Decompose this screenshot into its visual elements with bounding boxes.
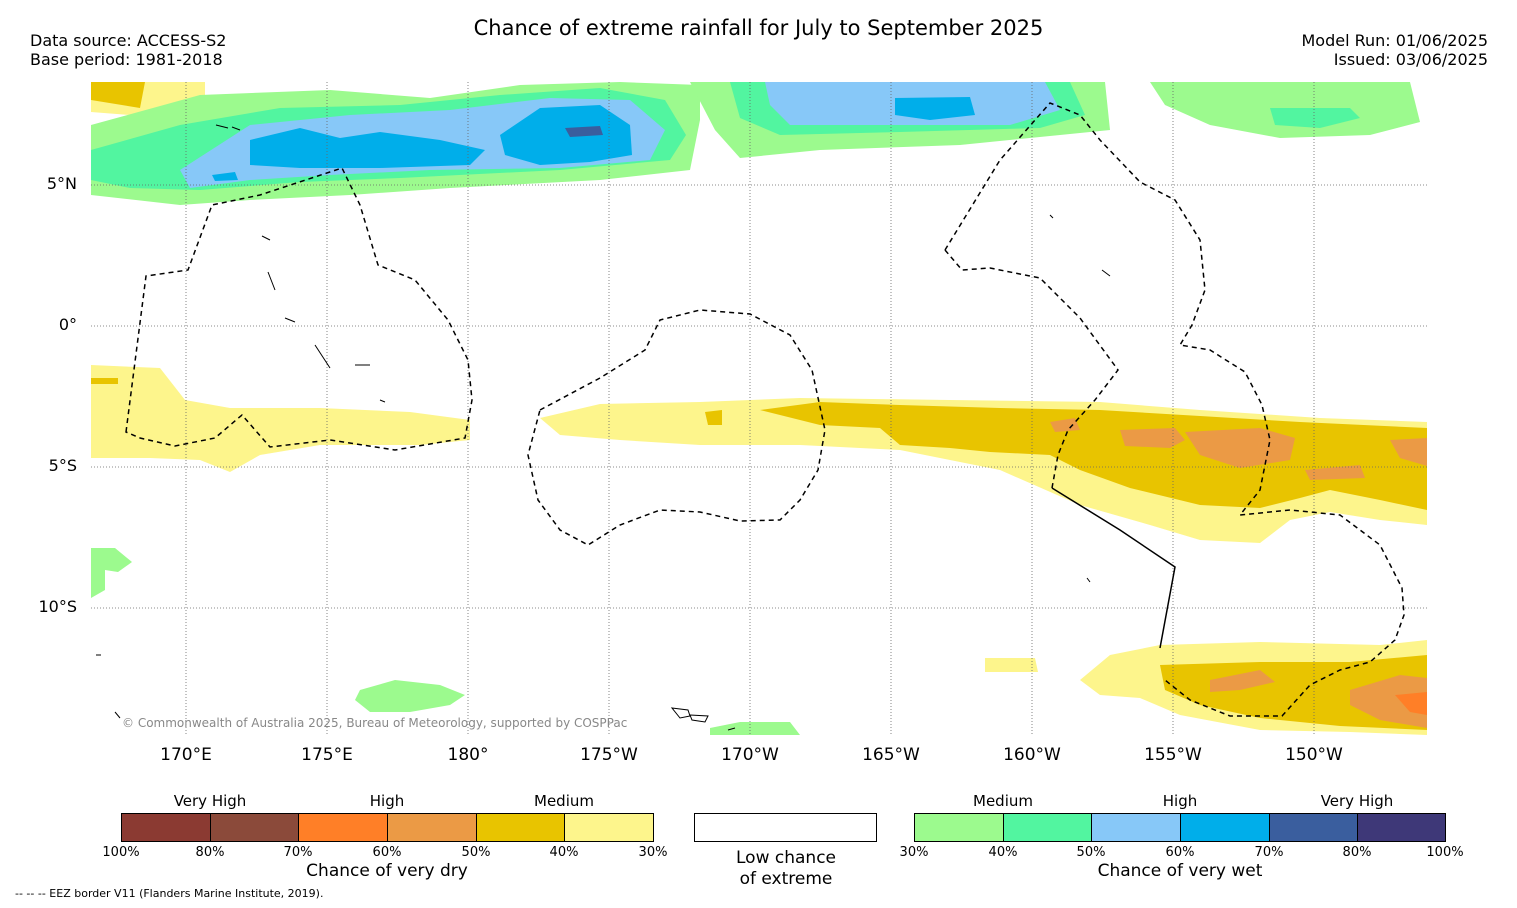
- dry-level-medium: Medium: [534, 792, 594, 810]
- dry-swatch: [210, 813, 298, 842]
- wet-anomaly-areas: [91, 82, 1420, 735]
- wet-swatch: [1091, 813, 1180, 842]
- lat-label-5s: 5°S: [48, 456, 77, 475]
- dry-tick: 80%: [195, 845, 225, 860]
- dry-tick: 50%: [461, 845, 491, 860]
- lon-label-165w: 165°W: [862, 745, 920, 765]
- copyright-notice: © Commonwealth of Australia 2025, Bureau…: [122, 716, 628, 730]
- dry-tick: 40%: [549, 845, 579, 860]
- lat-label-0: 0°: [58, 315, 77, 334]
- lon-label-180: 180°: [447, 745, 489, 765]
- low-chance-swatch: [694, 813, 877, 842]
- lon-label-175w: 175°W: [580, 745, 638, 765]
- eez-borders: [125, 102, 1405, 717]
- wet-tick: 100%: [1426, 845, 1464, 860]
- wet-swatch: [1269, 813, 1357, 842]
- wet-level-medium: Medium: [973, 792, 1033, 810]
- dry-caption: Chance of very dry: [306, 861, 468, 881]
- map-title: Chance of extreme rainfall for July to S…: [473, 16, 1044, 40]
- wet-caption: Chance of very wet: [1097, 861, 1263, 881]
- wet-tick: 40%: [988, 845, 1018, 860]
- dry-level-very-high: Very High: [173, 792, 247, 810]
- dry-tick: 100%: [102, 845, 140, 860]
- dry-swatch: [387, 813, 476, 842]
- lon-label-175e: 175°E: [301, 745, 353, 765]
- dry-swatch: [121, 813, 210, 842]
- dry-swatch: [564, 813, 653, 842]
- islands: [96, 124, 1111, 731]
- lat-label-10s: 10°S: [38, 597, 77, 616]
- dry-swatch: [298, 813, 387, 842]
- wet-tick: 50%: [1076, 845, 1106, 860]
- lon-label-170w: 170°W: [721, 745, 779, 765]
- dry-colorbar-frame: [121, 813, 654, 842]
- lon-label-160w: 160°W: [1003, 745, 1061, 765]
- wet-tick: 30%: [899, 845, 929, 860]
- dry-level-high: High: [369, 792, 405, 810]
- dry-tick: 30%: [638, 845, 668, 860]
- wet-level-high: High: [1162, 792, 1198, 810]
- dry-tick: 60%: [372, 845, 402, 860]
- model-run: Model Run: 01/06/2025: [1301, 31, 1489, 50]
- wet-tick: 60%: [1165, 845, 1195, 860]
- wet-tick: 80%: [1342, 845, 1372, 860]
- graticule: [91, 82, 1427, 735]
- eez-note: -- -- -- EEZ border V11 (Flanders Marine…: [15, 887, 324, 900]
- lon-label-150w: 150°W: [1285, 745, 1343, 765]
- lon-label-155w: 155°W: [1144, 745, 1202, 765]
- lat-label-5n: 5°N: [46, 174, 77, 193]
- wet-swatch: [914, 813, 1003, 842]
- low-chance-caption-2: of extreme: [739, 869, 833, 889]
- eez-solid-border: [1051, 487, 1176, 649]
- wet-swatch: [1180, 813, 1269, 842]
- wet-level-very-high: Very High: [1320, 792, 1394, 810]
- wet-colorbar-frame: [914, 813, 1446, 842]
- issued-date: Issued: 03/06/2025: [1333, 50, 1488, 69]
- lon-label-170e: 170°E: [160, 745, 212, 765]
- dry-swatch: [476, 813, 564, 842]
- data-source: Data source: ACCESS-S2: [30, 31, 227, 50]
- wet-tick: 70%: [1254, 845, 1284, 860]
- wet-swatch: [1003, 813, 1091, 842]
- dry-tick: 70%: [283, 845, 313, 860]
- base-period: Base period: 1981-2018: [30, 50, 223, 69]
- wet-swatch: [1357, 813, 1446, 842]
- low-chance-caption-1: Low chance: [736, 848, 836, 868]
